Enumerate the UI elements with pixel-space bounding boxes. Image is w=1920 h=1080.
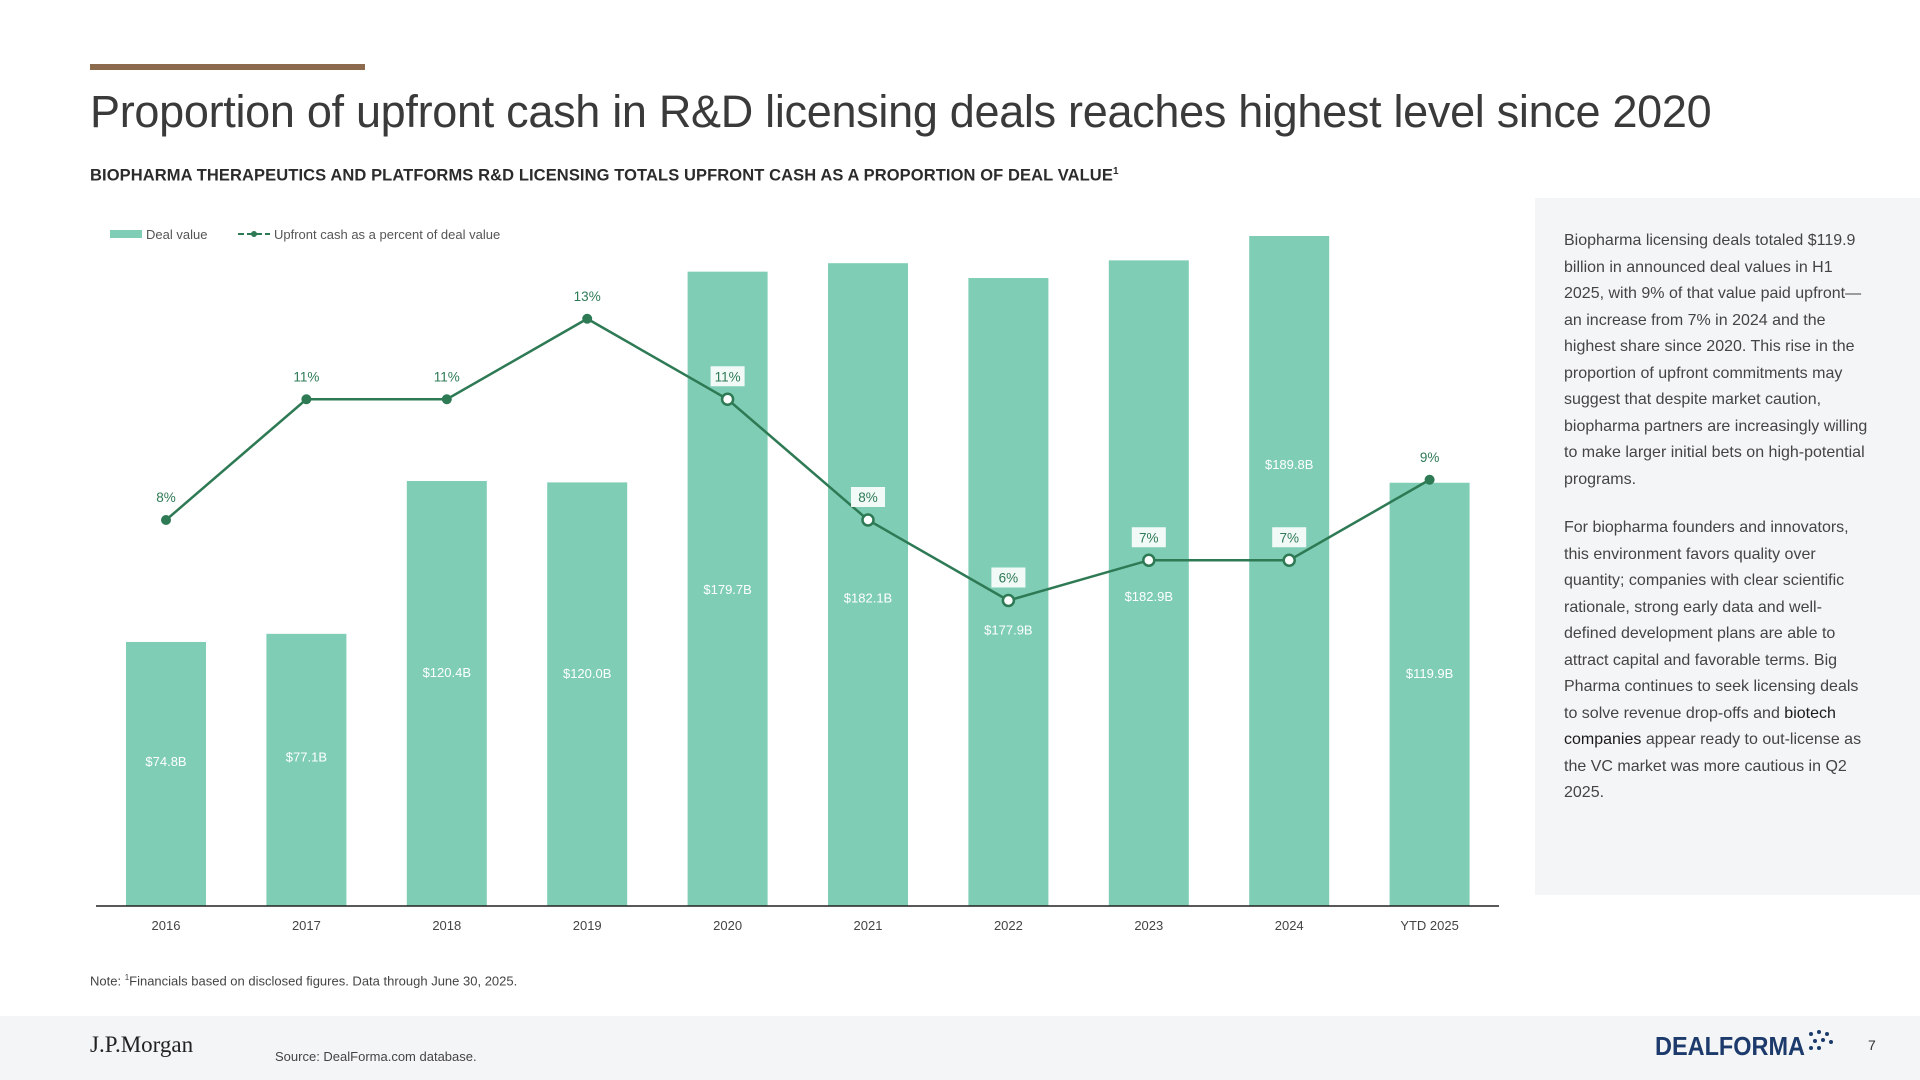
x-tick-label: 2021 [854,918,883,933]
x-tick-label: 2018 [432,918,461,933]
x-tick-label: 2024 [1275,918,1304,933]
line-upfront-percent [165,317,1431,602]
line-point [1001,593,1016,608]
x-tick-label: 2022 [994,918,1023,933]
line-value-label: 6% [999,571,1019,586]
x-tick-label: YTD 2025 [1400,918,1459,933]
note-text: Financials based on disclosed figures. D… [129,973,518,989]
x-tick-label: 2019 [573,918,602,933]
bar-deal-value [1108,260,1189,906]
biotech-companies-link[interactable]: biotech companies [1564,704,1836,749]
bar-value-label: $189.8B [1265,457,1313,472]
line-value-label: 13% [574,289,601,304]
footer-bar [0,1016,1920,1080]
legend-label-deal-value: Deal value [146,227,207,242]
bar-value-label: $182.1B [844,590,892,605]
x-tick-label: 2023 [1134,918,1163,933]
line-point [1142,553,1156,567]
line-label-background [851,487,885,507]
x-tick-label: 2017 [292,918,321,933]
bar-value-label: $120.0B [563,666,611,681]
legend-label-upfront: Upfront cash as a percent of deal value [274,227,500,242]
line-value-label: 7% [1139,530,1159,545]
source-text: Source: DealForma.com database. [275,1049,477,1064]
commentary-paragraph-2-c: appear ready to out-license as the VC ma… [1564,731,1862,801]
combo-chart: Deal value Upfront cash as a percent of d… [96,227,1499,933]
line-value-label: 11% [715,369,741,384]
jpmorgan-logo: J.P.Morgan [90,1032,194,1057]
bar-deal-value [406,480,487,906]
title-accent-rule [90,64,365,70]
legend-swatch-upfront-marker [251,231,257,237]
line-value-label: 9% [1420,450,1440,465]
bar-value-label: $74.8B [145,754,186,769]
line-value-label: 7% [1279,530,1299,545]
bar-value-label: $77.1B [286,749,327,764]
dealforma-logo-text: DEALFORMA [1655,1031,1805,1061]
line-label-background [991,567,1026,588]
bar-value-label: $119.9B [1406,666,1453,681]
line-value-label: 8% [858,490,878,505]
line-point [301,394,312,405]
line-value-label: 11% [434,369,460,384]
bar-value-label: $177.9B [984,623,1032,638]
note-prefix: Note: [90,973,125,989]
commentary-paragraph-2-a: For biopharma founders and innovators, t… [1564,519,1859,722]
dealforma-dots-icon [1809,1030,1833,1050]
line-label-background [1131,527,1166,548]
commentary-text: Biopharma licensing deals totaled $119.9… [1564,228,1874,829]
bar-deal-value [266,633,347,906]
chart-subtitle-text: BIOPHARMA THERAPEUTICS AND PLATFORMS R&D… [90,166,1113,185]
line-point [1282,553,1296,567]
legend-swatch-deal-value [110,230,142,238]
page-number: 7 [1868,1037,1876,1053]
bar-deal-value [1249,236,1330,907]
line-point [582,313,593,324]
commentary-paragraph-1: Biopharma licensing deals totaled $119.9… [1564,232,1868,488]
page-title: Proportion of upfront cash in R&D licens… [90,86,1712,137]
dealforma-logo: DEALFORMA [1655,1030,1833,1061]
bar-deal-value [126,641,206,906]
bar-value-label: $179.7B [703,582,751,597]
bar-deal-value [547,482,628,906]
line-value-label: 8% [156,490,176,505]
commentary-panel [1535,198,1920,895]
chart-note: Note: 1Financials based on disclosed fig… [90,973,517,988]
chart-subtitle: BIOPHARMA THERAPEUTICS AND PLATFORMS R&D… [90,166,1119,186]
commentary-paragraph-2: For biopharma founders and innovators, t… [1564,515,1874,807]
line-value-label: 11% [293,369,319,384]
bar-value-label: $120.4B [423,665,471,680]
line-label-background [1272,527,1307,548]
x-tick-label: 2020 [713,918,742,933]
line-point [161,515,171,525]
line-point [441,394,452,405]
bar-deal-value [1389,482,1470,906]
bar-value-label: $182.9B [1125,589,1173,604]
note-footnote-marker: 1 [124,973,130,982]
line-label-background [710,366,745,387]
line-point [720,392,735,406]
footnote-marker: 1 [1112,166,1119,177]
line-point [1424,474,1435,485]
bar-deal-value [828,263,908,906]
line-point [861,513,875,527]
x-tick-label: 2016 [152,918,181,933]
